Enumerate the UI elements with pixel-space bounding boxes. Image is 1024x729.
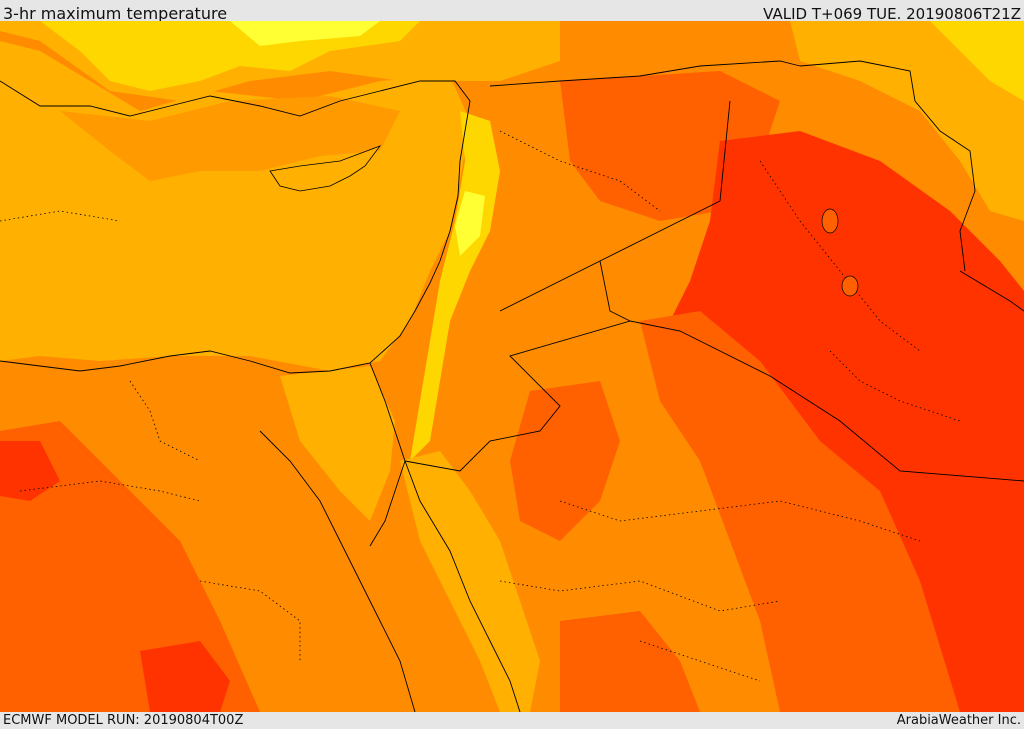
iraq-saudi-border	[629, 320, 1024, 482]
libya-red-patch	[0, 441, 60, 501]
province-line	[499, 580, 781, 612]
lake-tharthar	[821, 208, 839, 234]
lebanon-yellow	[455, 191, 485, 256]
red-sea-coastline	[259, 430, 416, 712]
cyprus-outline	[269, 145, 382, 192]
iraq-dark-orange	[640, 311, 960, 712]
jordan-border	[404, 260, 632, 472]
northeast-yellow-zone	[930, 21, 1024, 101]
valid-time-label: VALID T+069 TUE. 20190806T21Z	[763, 5, 1021, 23]
footer-bar: ECMWF MODEL RUN: 20190804T00Z ArabiaWeat…	[0, 712, 1024, 729]
egypt-dark-zone	[0, 421, 260, 712]
syria-iraq-border	[499, 100, 731, 312]
map-title: 3-hr maximum temperature	[3, 4, 228, 23]
saudi-south-dark	[560, 611, 700, 712]
iraq-iran-border	[799, 60, 976, 272]
temperature-map[interactable]	[0, 21, 1024, 712]
iraq-red-zone	[660, 131, 1024, 712]
gulf-of-aqaba-coast	[369, 460, 406, 547]
north-coastline	[0, 80, 471, 374]
lake-razazah	[841, 275, 859, 297]
persian-gulf-coast	[959, 270, 1024, 312]
sinai-israel-border	[369, 362, 406, 462]
syria-turkey-border	[489, 60, 801, 87]
northeast-light-zone	[790, 21, 1024, 221]
saudi-dark-zone	[510, 381, 620, 541]
province-line	[199, 580, 301, 661]
credit-label: ArabiaWeather Inc.	[896, 713, 1021, 728]
province-line	[129, 380, 201, 462]
province-line	[759, 160, 921, 352]
model-run-label: ECMWF MODEL RUN: 20190804T00Z	[3, 713, 244, 728]
arabian-red-sea-coast	[404, 460, 521, 712]
province-line	[639, 640, 761, 682]
hejaz-light-strip	[400, 451, 540, 712]
province-line	[19, 480, 201, 502]
sea-orange-patch	[60, 96, 400, 181]
egypt-red-patch	[140, 641, 230, 712]
turkey-peak-yellow	[230, 21, 380, 46]
egypt-orange-zone	[0, 361, 300, 521]
sinai-light-zone	[280, 366, 395, 521]
header-bar: 3-hr maximum temperature VALID T+069 TUE…	[0, 0, 1024, 23]
